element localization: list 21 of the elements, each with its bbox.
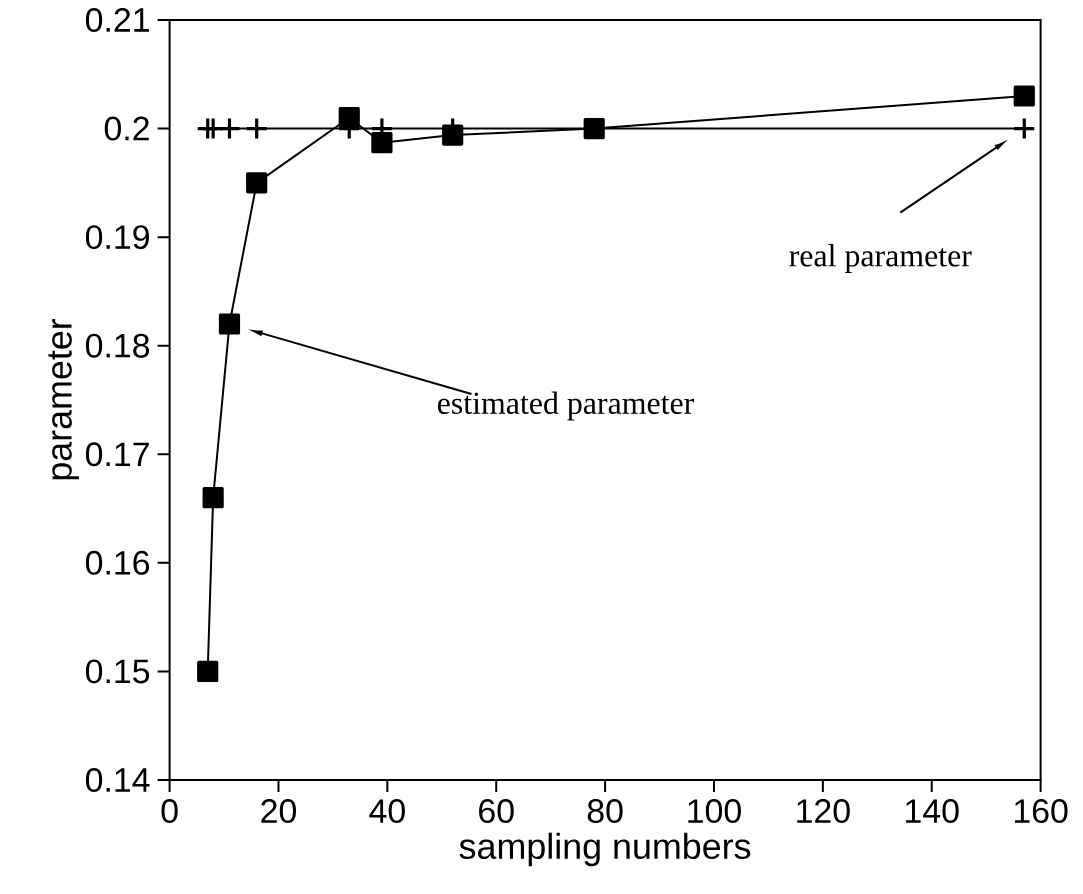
y-tick-label: 0.2 <box>104 116 149 141</box>
y-tick-label: 0.16 <box>85 550 150 575</box>
annotation: estimated parameter <box>437 391 695 421</box>
y-tick-label: 0.17 <box>85 442 149 467</box>
y-tick-label: 0.14 <box>85 768 150 793</box>
x-tick-label: 100 <box>688 799 741 824</box>
y-axis-title: parameter <box>48 318 79 480</box>
x-tick-label: 80 <box>587 799 623 824</box>
x-tick-label: 40 <box>369 799 405 824</box>
x-tick-label: 120 <box>797 799 850 824</box>
y-tick-label: 0.18 <box>85 333 150 358</box>
annotation: real parameter <box>789 244 972 274</box>
x-tick-label: 160 <box>1014 799 1068 824</box>
x-tick-label: 60 <box>479 799 514 824</box>
y-tick-label: 0.15 <box>85 659 150 684</box>
x-tick-label: 140 <box>906 799 959 824</box>
y-tick-label: 0.19 <box>85 225 149 250</box>
x-tick-label: 0 <box>161 799 178 824</box>
y-tick-label: 0.21 <box>85 8 149 32</box>
x-axis-title: sampling numbers <box>459 832 751 867</box>
x-tick-label: 20 <box>261 799 296 824</box>
